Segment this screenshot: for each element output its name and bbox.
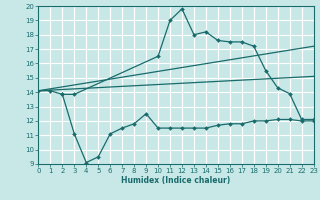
X-axis label: Humidex (Indice chaleur): Humidex (Indice chaleur)	[121, 176, 231, 185]
